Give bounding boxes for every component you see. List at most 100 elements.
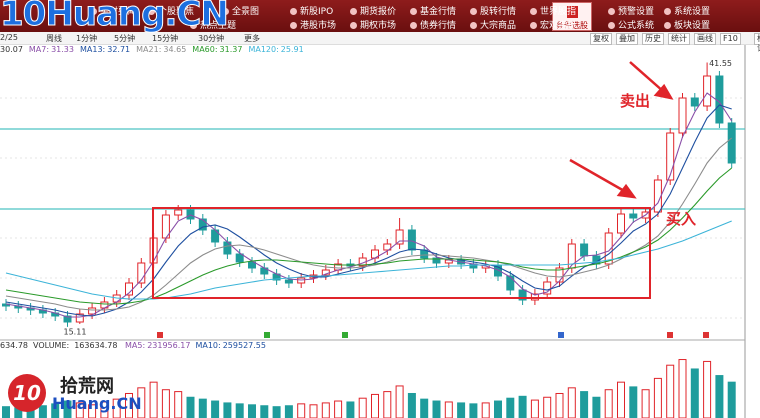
toolbar-item[interactable]: 港股市场 (290, 18, 336, 31)
volume-bar (309, 404, 318, 418)
candle-body (629, 213, 638, 219)
toolbar-item[interactable]: 基金行情 (410, 4, 456, 17)
toolbar-item[interactable]: 系统设置 (664, 4, 710, 17)
candle-body (88, 307, 97, 315)
candle-body (580, 243, 589, 257)
candle-body (690, 97, 699, 107)
tool-button[interactable]: 统计 (668, 33, 690, 45)
volume-bar (444, 401, 453, 418)
volume-bar (543, 396, 552, 418)
volume-bar (198, 398, 207, 418)
toolbar-item[interactable]: 债券行情 (410, 18, 456, 31)
candle-body (555, 267, 564, 283)
ma-item: MA60: 31.37 (192, 45, 242, 54)
volume-value: 163634.78 (74, 341, 118, 350)
candle-body (63, 315, 72, 323)
period-tab[interactable]: 更多 (244, 34, 260, 43)
volume-bar (629, 386, 638, 418)
period-tab[interactable]: 周线 (46, 34, 62, 43)
tool-button[interactable]: 叠加 (616, 33, 638, 45)
ma-value: 31.37 (219, 45, 243, 54)
candle-body (248, 261, 256, 269)
toolbar-item[interactable]: 实时要闻 (90, 4, 136, 17)
candle-body (506, 275, 515, 291)
ma-name: MA7: (28, 45, 50, 54)
logo-badge: 10 (8, 374, 46, 412)
volume-bar (321, 402, 330, 418)
period-tab[interactable]: 2/25 (0, 33, 18, 42)
max-price-label: 41.55 (709, 59, 732, 68)
ma-item: MA13: 32.71 (80, 45, 130, 54)
volume-bar (38, 405, 47, 418)
volume-cut-label: 634.78 (0, 341, 28, 350)
toolbar-item[interactable]: 宏观指标 (530, 18, 576, 31)
volume-bar (358, 397, 367, 418)
candle-body (653, 179, 662, 213)
candle-body (395, 229, 404, 245)
plot: 41.55 15.11 (2, 59, 736, 418)
volume-bar (137, 387, 146, 418)
volume-bar (346, 401, 355, 418)
volume-bar (161, 389, 170, 418)
tool-button[interactable]: 历史 (642, 33, 664, 45)
logo-site: Huang.CN (52, 394, 142, 413)
candle-body (543, 281, 552, 295)
period-tab[interactable]: 30分钟 (198, 34, 225, 43)
volume-bar (617, 381, 625, 418)
candle-body (383, 243, 392, 251)
ma-name: MA21: (136, 45, 162, 54)
ma-name: MA60: (192, 45, 218, 54)
volume-bar (235, 403, 244, 418)
period-tab[interactable]: 15分钟 (152, 34, 179, 43)
toolbar-item[interactable]: 全景图 (222, 4, 259, 17)
candle-body (235, 253, 244, 263)
logo-name: 拾荒网 (60, 376, 114, 397)
volume-bar (383, 391, 392, 418)
volume-bar (248, 404, 256, 418)
tool-button[interactable]: F10 (720, 33, 741, 45)
toolbar-item[interactable]: 期货报价 (350, 4, 396, 17)
volume-ma-item: MA10: 259527.55 (195, 341, 266, 350)
volume-bar (125, 392, 133, 418)
toolbar-item[interactable]: 公式系统 (608, 18, 654, 31)
tool-button[interactable]: 标记 (754, 33, 760, 53)
toolbar-item[interactable]: 热点主题 (190, 18, 236, 31)
candle-body (432, 257, 441, 264)
period-tab[interactable]: 1分钟 (76, 34, 98, 43)
ma-line (5, 220, 732, 300)
toolbar-item[interactable]: 股转行情 (470, 4, 516, 17)
toolbar-item[interactable]: 期权市场 (350, 18, 396, 31)
volume-bar (432, 400, 441, 418)
toolbar-item[interactable]: 世界股指 (530, 4, 576, 17)
ma-name: MA13: (79, 45, 106, 54)
ma-value: 31.33 (51, 45, 74, 54)
toolbar-item[interactable]: 新股IPO (290, 4, 333, 17)
logo-watermark: 10 拾荒网 Huang.CN (2, 372, 142, 416)
candle-body (617, 213, 625, 234)
toolbar-item[interactable]: 大宗商品 (470, 18, 516, 31)
volume-bar (395, 385, 404, 418)
candle-body (715, 75, 724, 124)
candle-body (198, 218, 207, 231)
toolbar-item[interactable]: 预警设置 (608, 4, 654, 17)
candle-body (727, 122, 736, 164)
watermark: 10Huang.CN (0, 0, 229, 35)
volume-bar (592, 396, 601, 418)
volume-bar (371, 393, 379, 418)
period-tab[interactable]: 5分钟 (114, 34, 136, 43)
volume-bar (457, 402, 466, 418)
volume-bar (51, 403, 60, 418)
volume-bar (211, 400, 220, 418)
ma-name: MA120: (248, 45, 279, 54)
volume-bar (506, 397, 515, 418)
volume-bar (604, 389, 613, 418)
toolbar-item[interactable]: 板块设置 (664, 18, 710, 31)
arrows (569, 61, 674, 199)
tool-button[interactable]: 画线 (694, 33, 716, 45)
tool-button[interactable]: 复权 (590, 33, 612, 45)
volume-bar (727, 381, 736, 418)
toolbar-item[interactable]: 个股聚焦 (148, 4, 194, 17)
volume-bar (407, 392, 416, 418)
volume-bar (334, 400, 343, 418)
candle-body (407, 229, 416, 251)
